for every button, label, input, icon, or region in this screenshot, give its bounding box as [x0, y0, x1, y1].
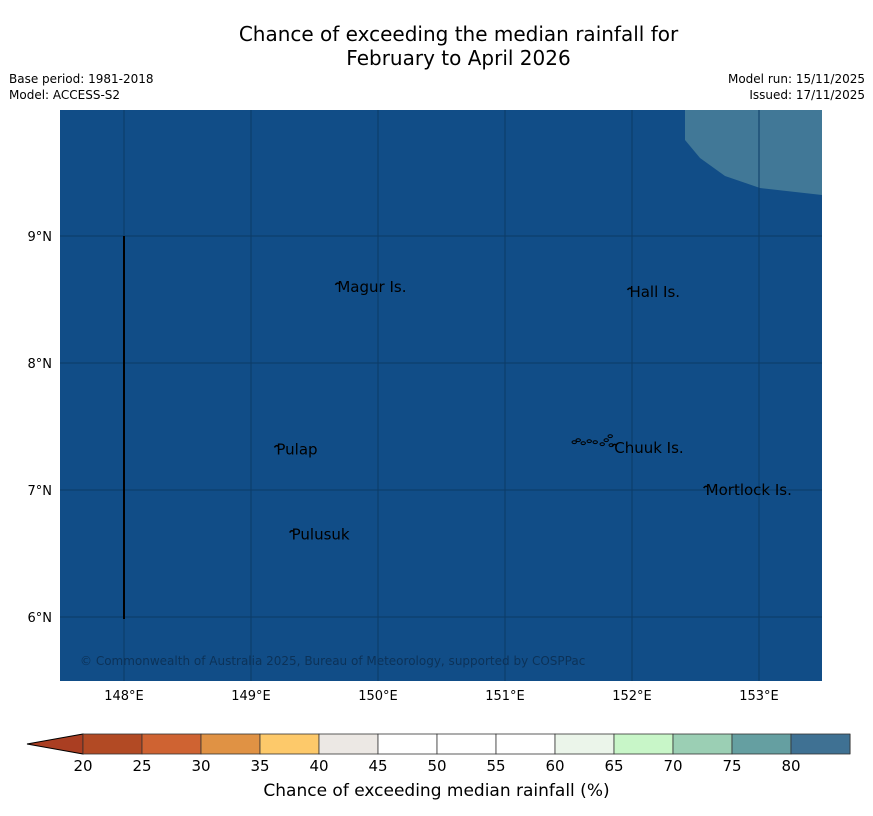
longitude-label: 151°E: [485, 689, 525, 704]
island-marker: [289, 529, 295, 533]
colorbar-label: Chance of exceeding median rainfall (%): [263, 781, 610, 801]
latitude-label: 9°N: [28, 230, 53, 245]
colorbar-segment: [82, 733, 143, 755]
longitude-label: 148°E: [104, 689, 144, 704]
colorbar-segment: [200, 733, 261, 755]
colorbar-tick-label: 50: [427, 757, 446, 775]
colorbar-tick-label: 70: [663, 757, 682, 775]
latitude-labels: 9°N 8°N 7°N 6°N: [28, 230, 53, 626]
island-outline: [599, 442, 605, 447]
model-run-text: Model run: 15/11/2025: [727, 72, 865, 86]
colorbar-segment: [377, 733, 438, 755]
base-period-text: Base period: 1981-2018: [9, 72, 154, 86]
issued-text: Issued: 17/11/2025: [749, 88, 865, 102]
place-labels: Magur Is. Hall Is. Pulap Chuuk Is. Mortlock …: [276, 278, 791, 544]
island-marker: [703, 485, 709, 489]
island-outline: [586, 439, 592, 444]
colorbar-segment: [259, 733, 320, 755]
colorbar-tick-label: 75: [722, 757, 741, 775]
colorbar-tick-label: 35: [250, 757, 269, 775]
colorbar-segment: [141, 733, 202, 755]
colorbar-tick-label: 45: [368, 757, 387, 775]
meta-right: Model run: 15/11/2025 Issued: 17/11/2025: [728, 71, 865, 103]
colorbar-segment: [731, 733, 792, 755]
place-label: Hall Is.: [629, 283, 680, 301]
map-gridlines: [60, 110, 822, 681]
colorbar-segment: [318, 733, 379, 755]
colorbar-tick-label: 60: [545, 757, 564, 775]
colorbar-under-triangle: [26, 733, 84, 755]
island-outline: [580, 441, 586, 446]
place-label: Chuuk Is.: [614, 439, 683, 457]
island-outline: [608, 443, 614, 448]
colorbar-segment: [790, 733, 851, 755]
place-label: Pulusuk: [292, 526, 350, 544]
map-title-line2: February to April 2026: [346, 46, 571, 70]
island-markers: [273, 282, 709, 533]
colorbar-segment: [613, 733, 674, 755]
latitude-label: 7°N: [28, 484, 53, 499]
longitude-label: 153°E: [739, 689, 779, 704]
colorbar-tick-label: 55: [486, 757, 505, 775]
island-outline: [592, 440, 598, 445]
colorbar-segment: [554, 733, 615, 755]
island-outline: [603, 438, 609, 443]
place-label: Magur Is.: [337, 278, 406, 296]
island-marker: [273, 444, 279, 448]
colorbar-tick-label: 20: [73, 757, 92, 775]
colorbar-tick-label: 65: [604, 757, 623, 775]
latitude-label: 8°N: [28, 357, 53, 372]
rainfall-probability-band: [685, 110, 822, 195]
island-outline: [575, 438, 581, 443]
island-outline: [607, 434, 613, 439]
longitude-labels: 148°E 149°E 150°E 151°E 152°E 153°E: [104, 689, 779, 704]
island-outline: [571, 440, 577, 445]
copyright-text: © Commonwealth of Australia 2025, Bureau…: [80, 654, 585, 668]
longitude-label: 150°E: [358, 689, 398, 704]
colorbar-tick-label: 80: [781, 757, 800, 775]
place-label: Mortlock Is.: [706, 481, 792, 499]
longitude-label: 149°E: [231, 689, 271, 704]
island-marker: [334, 282, 340, 286]
longitude-label: 152°E: [612, 689, 652, 704]
meta-left: Base period: 1981-2018 Model: ACCESS-S2: [9, 71, 154, 103]
island-marker: [611, 443, 617, 447]
island-marker: [626, 287, 632, 291]
latitude-label: 6°N: [28, 611, 53, 626]
colorbar-segment: [436, 733, 497, 755]
map-title-line1: Chance of exceeding the median rainfall …: [238, 22, 679, 46]
colorbar-tick-label: 25: [132, 757, 151, 775]
map-background: [60, 110, 822, 681]
colorbar-tick-label: 40: [309, 757, 328, 775]
colorbar-segment: [672, 733, 733, 755]
colorbar: 20 25 30 35 40 45 50 55 60 65 70 75 80: [26, 733, 851, 775]
colorbar-segment: [495, 733, 556, 755]
map-title: Chance of exceeding the median rainfall …: [0, 22, 873, 70]
model-text: Model: ACCESS-S2: [9, 88, 121, 102]
place-label: Pulap: [276, 440, 317, 458]
colorbar-tick-label: 30: [191, 757, 210, 775]
